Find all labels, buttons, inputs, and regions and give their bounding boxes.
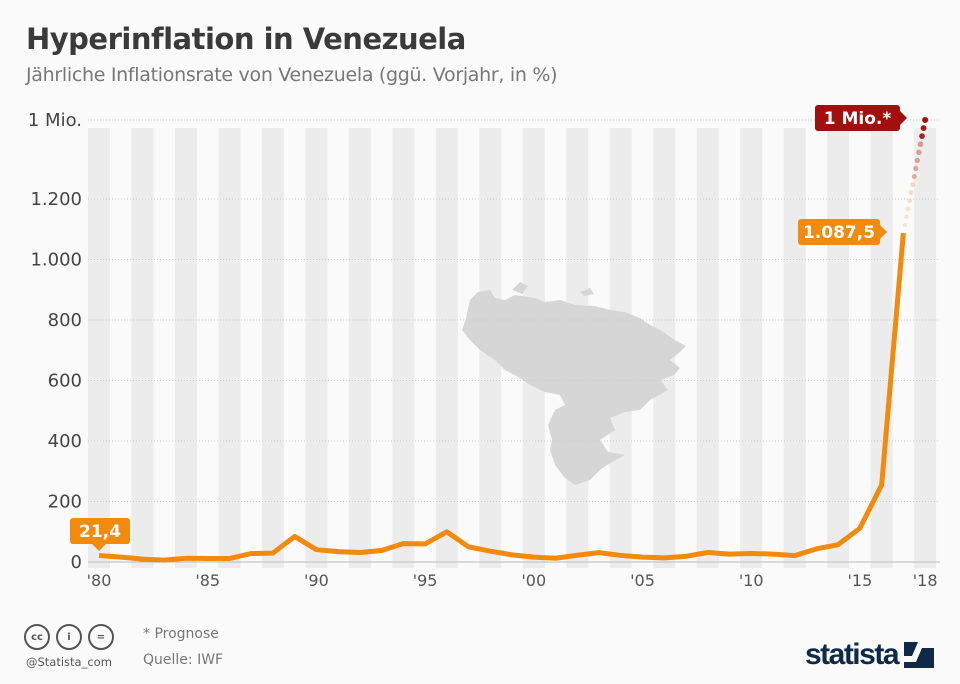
year-stripe bbox=[261, 128, 284, 568]
forecast-note: * Prognose bbox=[143, 626, 219, 642]
x-tick-label: '80 bbox=[87, 571, 112, 590]
label-1980: 21,4 bbox=[79, 522, 121, 542]
forecast-dots bbox=[902, 117, 929, 228]
by-icon: i bbox=[56, 624, 82, 650]
year-stripe bbox=[218, 128, 241, 568]
brand-name: statista bbox=[804, 638, 900, 671]
inflation-line bbox=[98, 232, 906, 563]
year-stripe bbox=[348, 128, 371, 568]
y-tick-label: 600 bbox=[48, 371, 82, 392]
x-tick-label: '05 bbox=[630, 571, 655, 590]
forecast-dot bbox=[911, 174, 917, 180]
chart-subtitle: Jährliche Inflationsrate von Venezuela (… bbox=[26, 64, 558, 86]
cc-icon: cc bbox=[24, 624, 50, 650]
label-1980-pointer bbox=[92, 544, 106, 551]
forecast-dot bbox=[905, 206, 911, 212]
y-tick-label: 800 bbox=[48, 310, 82, 331]
y-tick-label: 0 bbox=[71, 552, 82, 573]
x-tick-label: '18 bbox=[913, 571, 938, 590]
forecast-dot bbox=[920, 125, 927, 132]
venezuela-map bbox=[462, 282, 686, 485]
x-tick-label: '10 bbox=[739, 571, 764, 590]
forecast-dot bbox=[917, 141, 924, 148]
x-tick-label: '00 bbox=[521, 571, 546, 590]
twitter-handle[interactable]: @Statista_com bbox=[26, 655, 112, 669]
label-1980-box bbox=[70, 518, 130, 544]
year-stripe bbox=[740, 128, 763, 568]
forecast-dot bbox=[913, 165, 919, 172]
forecast-dot bbox=[910, 182, 916, 188]
year-stripe bbox=[914, 128, 937, 568]
forecast-dot bbox=[904, 214, 909, 220]
label-2018-forecast-box bbox=[815, 105, 900, 131]
year-stripe bbox=[435, 128, 458, 568]
forecast-dot bbox=[922, 117, 929, 123]
year-stripe bbox=[392, 128, 415, 568]
forecast-dot bbox=[919, 133, 925, 140]
label-2018-forecast-pointer bbox=[900, 111, 907, 125]
year-stripe bbox=[131, 128, 154, 568]
forecast-dot bbox=[907, 198, 912, 204]
y-tick-label: 200 bbox=[48, 492, 82, 513]
x-tick-label: '90 bbox=[304, 571, 329, 590]
statista-logo[interactable]: statista bbox=[805, 638, 934, 672]
forecast-dot bbox=[902, 222, 908, 228]
y-tick-label: 400 bbox=[48, 431, 82, 452]
x-tick-label: '95 bbox=[413, 571, 438, 590]
label-2017-box bbox=[798, 219, 880, 245]
y-tick-label-top: 1 Mio. bbox=[28, 110, 82, 131]
year-stripe bbox=[305, 128, 328, 568]
forecast-dot bbox=[914, 157, 920, 164]
year-stripe bbox=[88, 128, 110, 568]
source: Quelle: IWF bbox=[143, 652, 224, 668]
x-tick-label: '85 bbox=[195, 571, 220, 590]
chart-title: Hyperinflation in Venezuela bbox=[26, 22, 466, 56]
y-tick-label: 1.200 bbox=[30, 189, 82, 210]
label-2018-forecast: 1 Mio.* bbox=[824, 109, 892, 129]
license-icons: cc i = bbox=[24, 624, 114, 650]
y-tick-label: 1.000 bbox=[30, 250, 82, 271]
year-stripe bbox=[174, 128, 197, 568]
label-2017: 1.087,5 bbox=[803, 223, 875, 243]
x-tick-label: '15 bbox=[848, 571, 873, 590]
forecast-dot bbox=[916, 149, 922, 156]
label-2017-pointer bbox=[880, 225, 887, 239]
statista-logo-icon bbox=[904, 642, 934, 668]
forecast-dot bbox=[908, 190, 914, 196]
year-stripe bbox=[696, 128, 719, 568]
nd-icon: = bbox=[88, 624, 114, 650]
